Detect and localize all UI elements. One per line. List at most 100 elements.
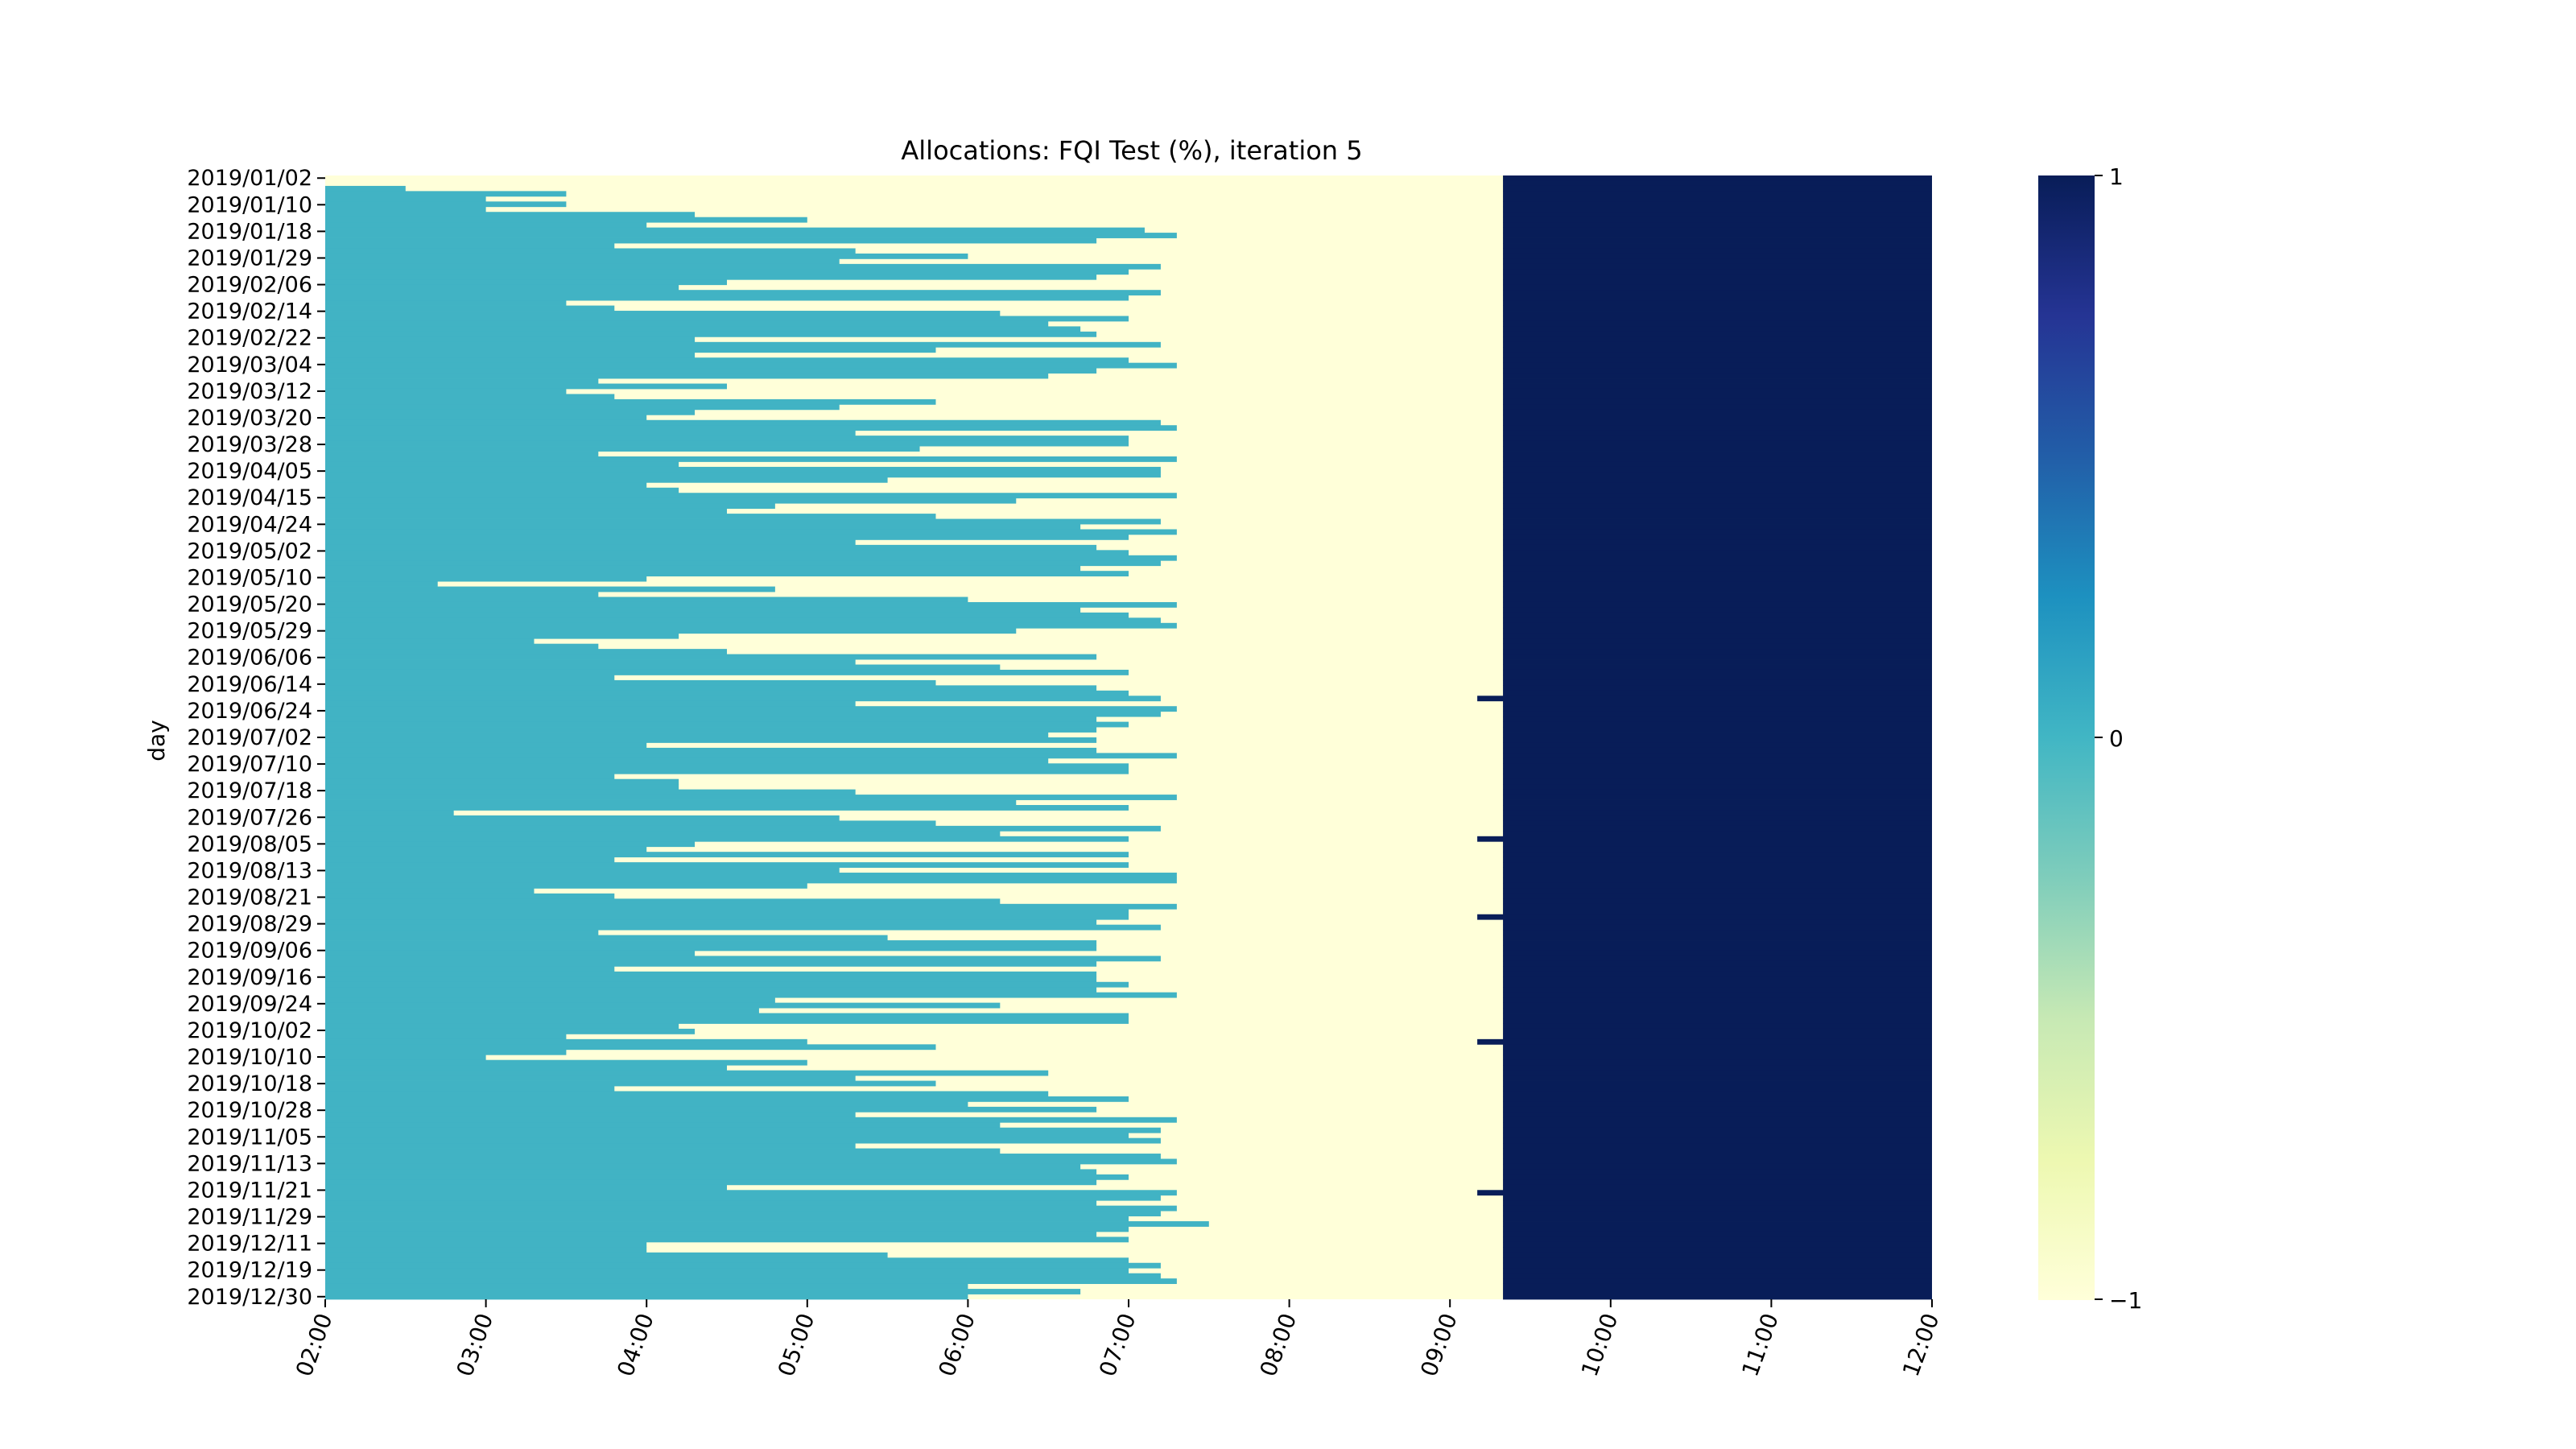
heatmap-cell-positive <box>1503 622 1932 629</box>
heatmap-cell-positive <box>1503 378 1932 384</box>
heatmap-cell-positive <box>1503 233 1932 238</box>
heatmap-row <box>325 1065 1932 1071</box>
heatmap-cell-zero <box>325 487 679 493</box>
heatmap-cell-positive <box>1477 1190 1932 1196</box>
heatmap-cell-positive <box>1503 960 1932 967</box>
heatmap-row <box>325 1038 1932 1045</box>
heatmap-cell-positive <box>1503 295 1932 301</box>
heatmap-cell-positive <box>1503 482 1932 489</box>
heatmap-row <box>325 685 1932 691</box>
y-tick-label: 2019/10/28 <box>187 1098 312 1123</box>
heatmap-cell-positive <box>1503 290 1932 296</box>
heatmap-cell-zero <box>325 383 727 390</box>
heatmap-cell-zero <box>325 305 615 312</box>
heatmap-row <box>325 898 1932 905</box>
heatmap-cell-zero <box>325 539 856 546</box>
heatmap-cell-positive <box>1503 1163 1932 1170</box>
heatmap-cell-positive <box>1503 1106 1932 1113</box>
heatmap-row <box>325 1070 1932 1076</box>
heatmap-row <box>325 430 1932 436</box>
heatmap-cell-positive <box>1503 1059 1932 1066</box>
heatmap-cell-positive <box>1503 690 1932 696</box>
heatmap-cell-positive <box>1503 331 1932 337</box>
y-tick-label: 2019/05/20 <box>187 592 312 617</box>
heatmap-cell-positive <box>1503 336 1932 343</box>
heatmap-cell-zero <box>325 601 1177 608</box>
heatmap-row <box>325 836 1932 842</box>
y-tick-label: 2019/01/10 <box>187 192 312 217</box>
heatmap-cell-positive <box>1503 747 1932 753</box>
heatmap-row <box>325 1184 1932 1191</box>
heatmap-row <box>325 664 1932 671</box>
heatmap-cell-zero <box>325 1241 647 1248</box>
heatmap-cell-positive <box>1503 852 1932 858</box>
heatmap-cell-positive <box>1503 560 1932 567</box>
y-tick-label: 2019/06/14 <box>187 672 312 697</box>
x-tick-label: 03:00 <box>452 1310 499 1380</box>
heatmap-cell-zero <box>325 1174 1129 1180</box>
heatmap-cell-positive <box>1503 638 1932 645</box>
heatmap-cell-positive <box>1503 919 1932 926</box>
heatmap-cell-zero <box>325 576 647 582</box>
heatmap-row <box>325 768 1932 774</box>
y-tick-label: 2019/01/18 <box>187 219 312 244</box>
heatmap-cell-zero <box>325 482 647 489</box>
heatmap-row <box>325 524 1932 530</box>
heatmap-row <box>325 196 1932 202</box>
heatmap-cell-zero <box>325 524 1081 530</box>
y-tick-label: 2019/10/10 <box>187 1045 312 1070</box>
heatmap-cell-positive <box>1503 1018 1932 1024</box>
heatmap-row <box>325 820 1932 827</box>
heatmap-cell-zero <box>325 795 1177 800</box>
heatmap-cell-positive <box>1503 419 1932 426</box>
heatmap-row <box>325 576 1932 582</box>
y-tick-label: 2019/07/26 <box>187 805 312 830</box>
heatmap-cell-positive <box>1503 341 1932 348</box>
y-tick-label: 2019/03/20 <box>187 406 312 431</box>
heatmap-cell-zero <box>325 1216 1129 1222</box>
heatmap-row <box>325 601 1932 608</box>
heatmap-cell-zero <box>325 903 1177 910</box>
heatmap-cell-positive <box>1503 300 1932 306</box>
heatmap-row <box>325 700 1932 707</box>
heatmap-cell-zero <box>325 378 599 384</box>
heatmap-cell-zero <box>325 1008 759 1013</box>
heatmap-cell-positive <box>1503 1226 1932 1232</box>
heatmap-row <box>325 222 1932 229</box>
heatmap-row <box>325 336 1932 343</box>
heatmap-cell-zero <box>325 820 936 827</box>
heatmap-cell-positive <box>1503 352 1932 358</box>
heatmap-cell-positive <box>1503 518 1932 525</box>
heatmap-cell-zero <box>325 789 856 795</box>
heatmap-cell-zero <box>325 700 856 707</box>
heatmap-row <box>325 930 1932 935</box>
heatmap-row <box>325 659 1932 665</box>
heatmap-cell-positive <box>1503 825 1932 832</box>
heatmap-cell-zero <box>325 1112 856 1118</box>
y-tick-label: 2019/12/19 <box>187 1258 312 1283</box>
heatmap-cell-zero <box>325 997 775 1004</box>
heatmap-cell-positive <box>1503 534 1932 540</box>
heatmap-cell-zero <box>325 1231 1097 1237</box>
heatmap-cell-positive <box>1503 1294 1932 1300</box>
heatmap-cell-positive <box>1503 888 1932 894</box>
heatmap-cell-zero <box>325 638 535 645</box>
heatmap-row <box>325 425 1932 431</box>
heatmap-cell-zero <box>325 477 888 483</box>
heatmap-row <box>325 1055 1932 1061</box>
heatmap-cell-zero <box>325 1127 1161 1133</box>
heatmap-cell-zero <box>325 914 1129 920</box>
heatmap-cell-zero <box>325 352 696 358</box>
heatmap-cell-zero <box>325 612 1129 618</box>
heatmap-row <box>325 388 1932 394</box>
heatmap-row <box>325 1059 1932 1066</box>
heatmap-cell-zero <box>325 1278 1177 1285</box>
heatmap-row <box>325 679 1932 686</box>
heatmap-cell-zero <box>325 1247 647 1253</box>
heatmap-cell-positive <box>1503 175 1932 181</box>
heatmap-row <box>325 732 1932 738</box>
heatmap-cell-zero <box>325 924 1161 931</box>
heatmap-row <box>325 206 1932 213</box>
heatmap-row <box>325 482 1932 489</box>
heatmap-row <box>325 472 1932 478</box>
